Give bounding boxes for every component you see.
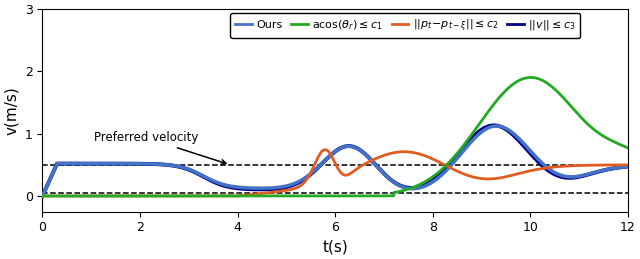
Text: Preferred velocity: Preferred velocity (93, 131, 226, 164)
Y-axis label: v(m/s): v(m/s) (4, 86, 19, 135)
Legend: Ours, $\mathrm{acos}(\theta_r) \leq c_1$, $||p_t\!-\!p_{t-\xi}|| \leq c_2$, $||v: Ours, $\mathrm{acos}(\theta_r) \leq c_1$… (230, 13, 580, 38)
X-axis label: t(s): t(s) (323, 240, 348, 255)
